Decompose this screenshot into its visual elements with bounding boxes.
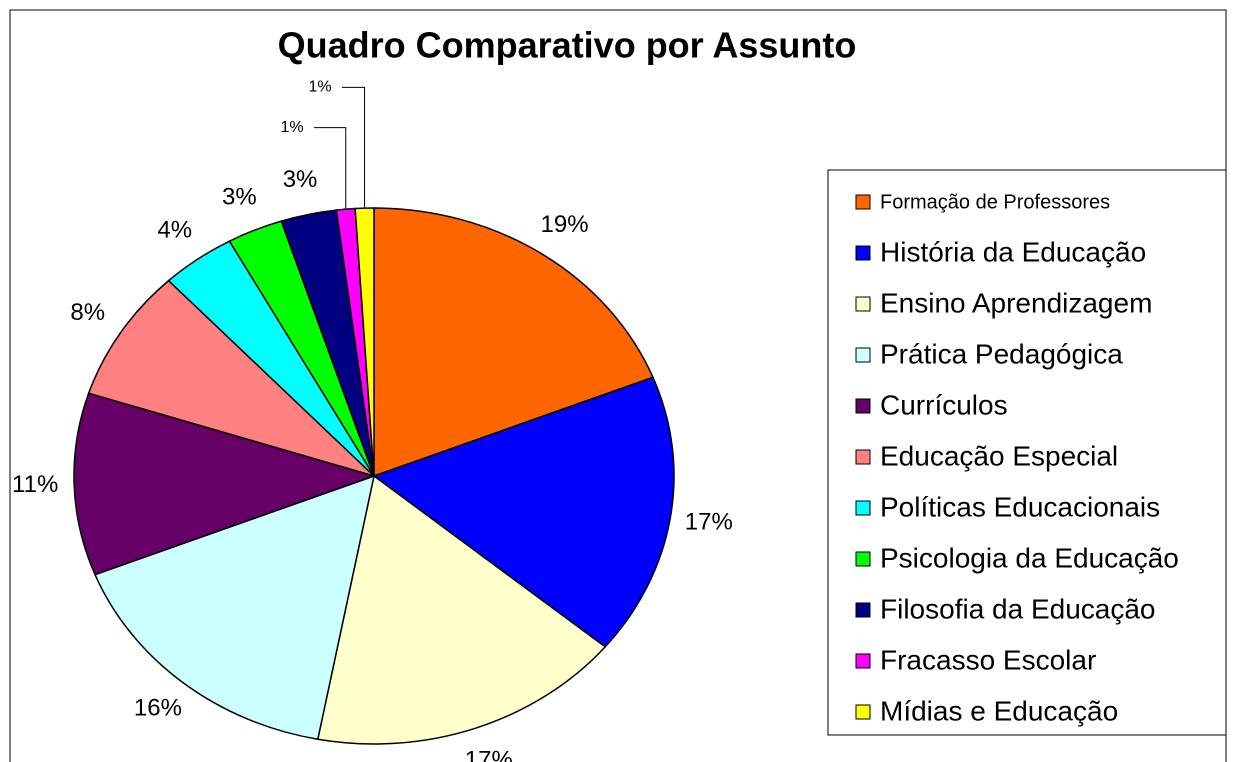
legend-swatch [855,347,871,363]
data-label: 16% [134,695,182,722]
data-label: 3% [222,183,257,210]
legend-swatch [855,500,871,516]
legend-label: Filosofia da Educação [880,593,1156,624]
data-label: 1% [280,119,303,136]
legend-swatch [855,398,871,414]
data-label: 11% [12,471,58,498]
legend-label: Formação de Professores [880,191,1110,213]
legend-swatch [855,704,871,720]
leader-line [342,86,366,209]
pie-slice [94,474,376,741]
legend-label: História da Educação [880,236,1146,267]
legend-swatch [855,194,871,210]
legend-box [827,169,1227,736]
pie-slice [372,376,675,648]
legend-label: Prática Pedagógica [880,338,1123,369]
pie-slice [87,279,375,477]
legend-label: Currículos [880,389,1008,420]
legend-label: Educação Especial [880,440,1118,471]
pie-slice [354,207,375,477]
legend-label: Psicologia da Educação [880,542,1179,573]
data-label: 8% [70,299,105,326]
data-label: 17% [465,746,513,762]
legend-label: Fracasso Escolar [880,644,1096,675]
legend-label: Mídias e Educação [880,695,1118,726]
legend-swatch [855,245,871,261]
legend-label: Políticas Educacionais [880,491,1160,522]
data-label: 1% [308,79,331,96]
data-label: 17% [685,509,733,536]
legend-swatch [855,449,871,465]
data-label: 4% [157,216,192,243]
legend-label: Ensino Aprendizagem [880,287,1152,318]
chart-title: Quadro Comparativo por Assunto [278,25,857,66]
pie-slice [316,474,607,745]
pie-slice [73,392,377,576]
legend-swatch [855,602,871,618]
legend-swatch [855,653,871,669]
leader-line [314,127,347,210]
legend-swatch [855,551,871,567]
legend-swatch [855,296,871,312]
pie-slice [373,207,654,478]
data-label: 3% [283,166,318,193]
data-label: 19% [541,211,589,238]
